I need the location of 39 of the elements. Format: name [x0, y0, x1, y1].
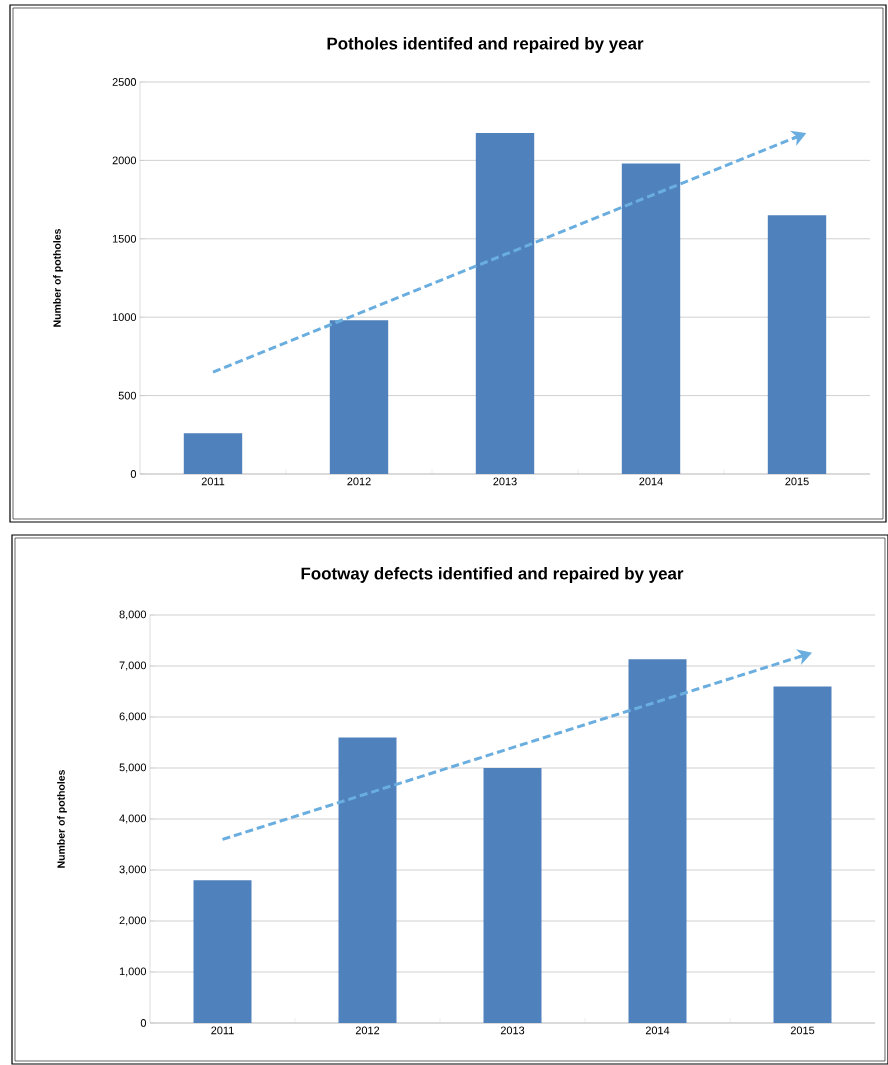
x-tick-label: 2012 — [347, 477, 371, 486]
y-axis-title: Number of potholes — [53, 229, 63, 327]
x-tick-label: 2011 — [201, 477, 225, 486]
x-tick-label: 2011 — [211, 1026, 234, 1035]
x-tick-label: 2012 — [355, 1026, 380, 1035]
bar — [628, 659, 687, 1023]
x-tick-label: 2014 — [639, 477, 663, 486]
chart-title: Potholes identifed and repaired by year — [327, 37, 644, 53]
bar — [483, 768, 542, 1023]
x-tick-label: 2015 — [785, 477, 809, 486]
y-tick-label: 5,000 — [119, 763, 147, 773]
x-tick-label: 2014 — [645, 1026, 670, 1035]
x-tick-label: 2015 — [790, 1026, 815, 1035]
y-tick-label: 2500 — [112, 78, 137, 86]
y-tick-label: 7,000 — [119, 661, 147, 671]
y-tick-label: 4,000 — [119, 814, 147, 824]
y-tick-label: 6,000 — [119, 712, 147, 722]
y-axis-title: Number of potholes — [57, 770, 67, 868]
x-tick-label: 2013 — [493, 477, 517, 486]
bar — [183, 433, 243, 474]
y-tick-label: 1,000 — [119, 967, 147, 977]
y-tick-label: 3,000 — [119, 865, 147, 875]
bar — [329, 320, 389, 474]
bar — [475, 132, 535, 474]
y-tick-label: 1000 — [112, 313, 137, 322]
bar — [621, 163, 681, 474]
y-tick-label: 2000 — [112, 156, 137, 165]
chart-title: Footway defects identified and repaired by year — [301, 567, 684, 583]
y-tick-label: 8,000 — [119, 610, 147, 620]
bar — [193, 880, 252, 1023]
y-tick-label: 1500 — [112, 234, 137, 243]
bar — [338, 737, 397, 1023]
y-tick-label: 2,000 — [119, 916, 147, 926]
bar — [773, 686, 832, 1023]
y-tick-label: 0 — [140, 1019, 147, 1027]
y-tick-label: 0 — [130, 470, 137, 478]
bar — [767, 215, 827, 474]
x-tick-label: 2013 — [500, 1026, 525, 1035]
y-tick-label: 500 — [118, 391, 137, 400]
